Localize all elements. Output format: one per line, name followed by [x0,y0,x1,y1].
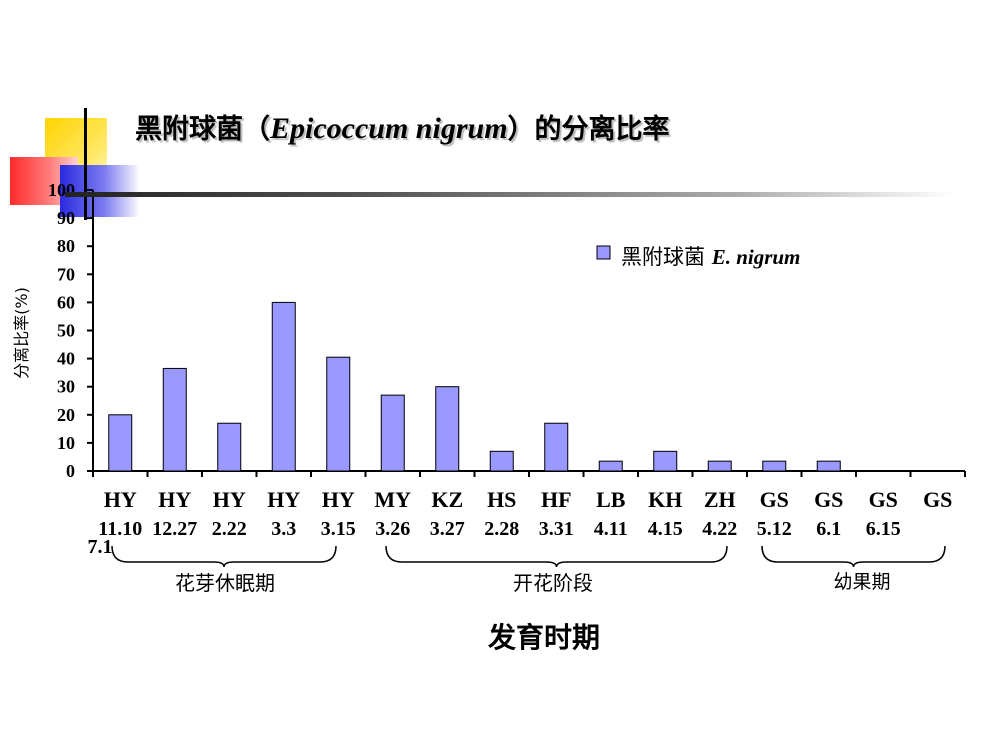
x-category-label: HY [267,487,300,512]
y-axis-label: 分离比率(%) [12,287,31,379]
y-tick-label: 70 [57,264,75,284]
x-category-label: HY [104,487,137,512]
group-label-dormancy: 花芽休眠期 [175,571,275,595]
title-zh-prefix: 黑附球菌（ [135,114,270,145]
x-date-label: 12.27 [152,518,197,540]
title-latin-name: Epicoccum nigrum [270,112,508,145]
decorative-horizontal-line [65,192,955,197]
x-date-label: 6.1 [816,518,841,540]
legend: 黑附球菌 E. nigrum [596,245,800,269]
x-category-label: HY [213,487,246,512]
bar [326,356,351,472]
y-tick-label: 10 [57,433,75,453]
title-zh-suffix: ）的分离比率 [507,114,670,145]
bar [435,386,460,472]
chart-labels: HY HY HY HY HY MY KZ HS HF LB KH ZH GS GS GS GS 11.10 12.… [88,487,953,558]
legend-swatch [596,245,611,260]
y-tick-label: 30 [57,377,75,397]
x-category-label: KZ [431,487,463,512]
bar [271,301,296,472]
x-date-label: 3.26 [375,518,410,540]
x-category-label: GS [760,487,789,512]
x-date-label: 5.12 [757,518,792,540]
x-category-label: HF [541,487,572,512]
x-date-label: 4.22 [702,518,737,540]
y-tick-label: 40 [57,349,75,369]
y-tick-label: 50 [57,321,75,341]
x-date-label: 2.28 [484,518,519,540]
y-tick-label: 90 [57,208,75,228]
y-tick-label: 80 [57,236,75,256]
x-date-label: 4.15 [648,518,683,540]
decorative-blue-square [60,165,140,217]
x-category-label: MY [374,487,411,512]
x-category-label: HY [322,487,355,512]
bar [544,422,569,472]
bar [653,450,678,472]
x-date-label: 11.10 [98,518,142,540]
legend-label: 黑附球菌 E. nigrum [621,245,800,269]
x-axis-label: 发育时期 [487,621,600,654]
group-label-young-fruit: 幼果期 [833,571,890,593]
bar [707,460,732,472]
y-tick-label: 0 [66,461,75,481]
y-tick-label: 20 [57,405,75,425]
group-brace [761,545,946,568]
bar [217,422,242,472]
group-brace [385,545,728,568]
x-category-label: KH [648,487,682,512]
decorative-vertical-line [84,108,87,220]
y-tick-label: 60 [57,292,75,312]
bar [598,460,623,472]
legend-zh: 黑附球菌 [621,245,712,269]
bar [489,450,514,472]
x-category-label: HY [158,487,191,512]
x-date-label: 3.3 [271,518,296,540]
chart-bars [108,301,841,472]
bar [762,460,787,472]
bar [108,414,133,472]
group-brace [111,545,337,568]
x-category-label: GS [923,487,952,512]
x-category-label: ZH [704,487,736,512]
x-date-label: 7.1 [88,536,113,558]
x-date-label: 3.31 [539,518,574,540]
x-category-label: GS [814,487,843,512]
x-category-label: HS [487,487,516,512]
bar [162,367,187,472]
x-date-label: 4.11 [594,518,628,540]
y-tick-label: 100 [48,180,75,200]
x-date-label: 3.15 [321,518,356,540]
group-braces [111,545,946,568]
x-date-label: 3.27 [430,518,465,540]
legend-latin: E. nigrum [711,245,801,269]
x-date-label: 2.22 [212,518,247,540]
x-category-label: GS [869,487,898,512]
x-category-label: LB [596,487,626,512]
bar [380,394,405,472]
bar [816,460,841,472]
x-date-label: 6.15 [866,518,901,540]
chart-title: 黑附球菌（Epicoccum nigrum）的分离比率 [135,107,670,146]
group-label-flowering: 开花阶段 [513,571,593,595]
